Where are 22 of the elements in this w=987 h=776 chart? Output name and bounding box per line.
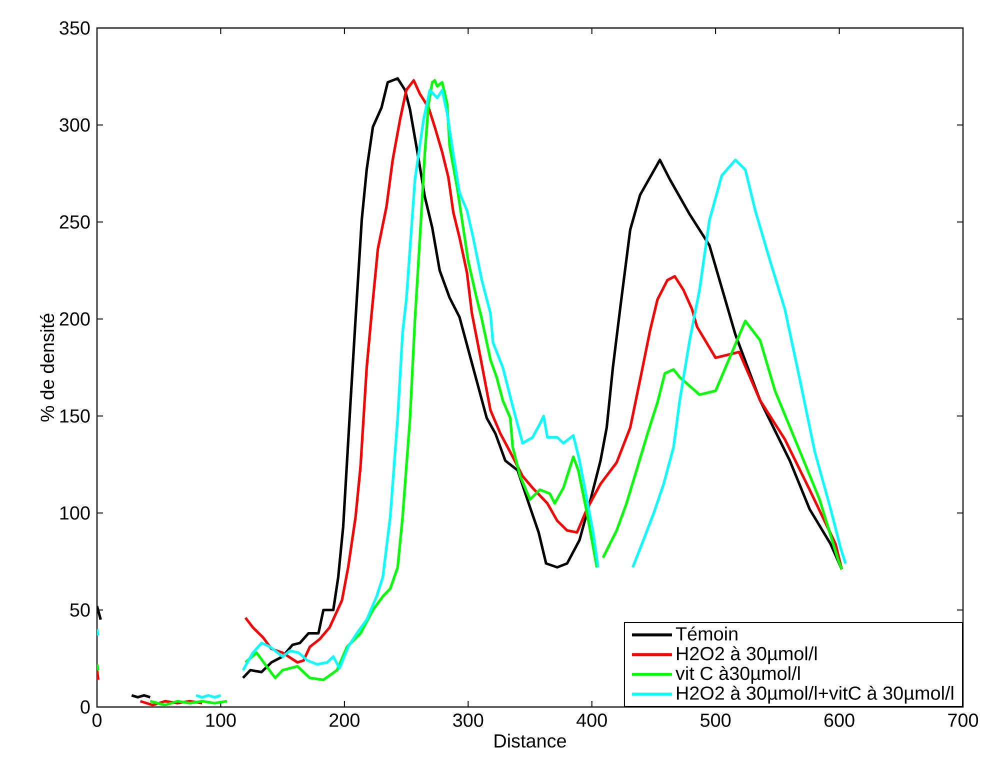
x-tick-label: 100 <box>206 714 236 727</box>
y-axis-title: % de densité <box>40 314 54 422</box>
legend-label: Témoin <box>676 626 738 641</box>
y-tick-label: 150 <box>60 409 90 423</box>
y-tick-label: 100 <box>60 506 90 520</box>
x-tick-label: 600 <box>824 714 854 727</box>
x-tick-label: 400 <box>576 714 607 727</box>
y-tick-label: 0 <box>80 700 90 714</box>
y-tick-label: 50 <box>70 603 90 617</box>
x-axis-title: Distance <box>494 734 566 748</box>
x-tick-label: 300 <box>453 714 484 727</box>
legend-label: vit C à30µmol/l <box>676 666 800 684</box>
x-tick-label: 500 <box>700 714 731 727</box>
y-tick-label: 300 <box>60 118 90 132</box>
x-tick-label: 700 <box>948 714 978 727</box>
legend-label: H2O2 à 30µmol/l+vitC à 30µmol/l <box>677 686 954 704</box>
legend-label: H2O2 à 30µmol/l <box>677 646 817 664</box>
y-tick-label: 200 <box>60 312 90 326</box>
x-tick-label: 200 <box>330 714 360 727</box>
y-tick-label: 250 <box>60 215 90 229</box>
y-tick-label: 350 <box>60 21 90 35</box>
x-tick-label: 0 <box>92 714 102 727</box>
